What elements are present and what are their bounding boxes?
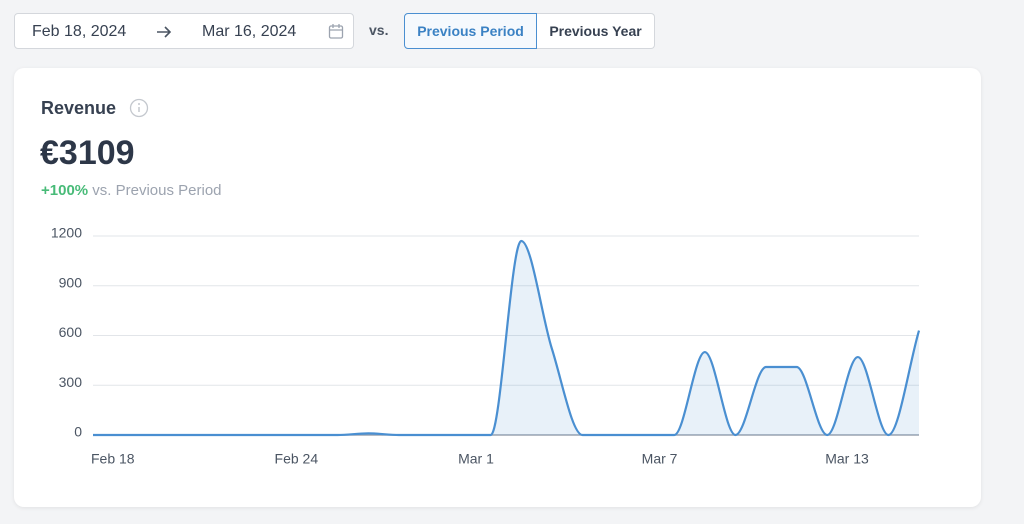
x-tick-label: Feb 24	[275, 451, 319, 467]
end-date[interactable]: Mar 16, 2024	[202, 23, 297, 40]
card-title: Revenue	[41, 98, 117, 118]
y-tick-label: 1200	[51, 225, 82, 241]
x-tick-label: Mar 13	[825, 451, 869, 467]
x-tick-label: Feb 18	[91, 451, 135, 467]
calendar-icon[interactable]	[328, 23, 344, 40]
y-tick-label: 600	[59, 324, 83, 340]
start-date[interactable]: Feb 18, 2024	[32, 23, 127, 40]
arrow-icon	[157, 26, 172, 38]
x-tick-label: Mar 1	[458, 451, 494, 467]
change-line: +100% vs. Previous Period	[41, 182, 222, 199]
date-range[interactable]: Feb 18, 2024 Mar 16, 2024	[14, 13, 354, 49]
compare-button[interactable]: Previous Period	[404, 13, 537, 49]
info-icon[interactable]	[129, 98, 149, 118]
y-tick-label: 900	[59, 274, 83, 290]
revenue-card: Revenue €3109 +100% vs. Previous Period	[14, 68, 981, 507]
y-tick-label: 300	[59, 374, 83, 390]
compare-button[interactable]: Previous Year	[537, 13, 655, 49]
area-line	[93, 239, 921, 437]
vs-label: vs.	[369, 22, 389, 38]
card-value: €3109	[40, 134, 135, 172]
y-tick-label: 0	[74, 424, 82, 440]
x-tick-label: Mar 7	[642, 451, 678, 467]
comparison: vs. Previous Period	[92, 182, 222, 199]
change-value: +100%	[41, 182, 89, 199]
